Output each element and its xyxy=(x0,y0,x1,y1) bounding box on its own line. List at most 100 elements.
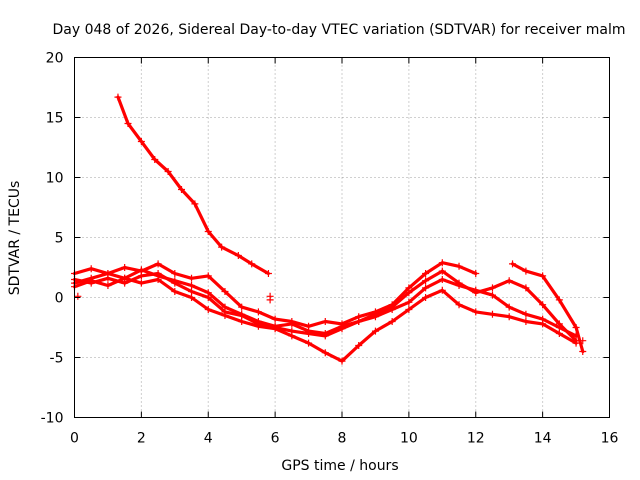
data-point xyxy=(171,288,179,295)
data-point xyxy=(455,301,463,309)
data-point xyxy=(438,267,446,275)
data-point xyxy=(455,279,463,287)
data-point xyxy=(124,120,132,127)
data-point xyxy=(221,303,229,311)
data-point xyxy=(509,260,517,268)
data-point xyxy=(305,339,313,347)
data-point xyxy=(488,291,496,299)
x-tick-label: 2 xyxy=(137,431,146,447)
isolated-point xyxy=(266,292,274,300)
data-point xyxy=(539,320,547,328)
data-point xyxy=(555,320,563,328)
data-point xyxy=(321,318,329,325)
data-point xyxy=(264,270,272,277)
data-point xyxy=(204,272,212,280)
y-axis-label: SDTVAR / TECUs xyxy=(7,181,23,296)
data-point xyxy=(204,306,212,313)
x-tick-label: 16 xyxy=(601,431,619,447)
data-point xyxy=(355,342,363,349)
data-point xyxy=(539,272,547,280)
data-point xyxy=(438,286,446,294)
data-point xyxy=(572,324,580,331)
series-track-a xyxy=(114,93,272,277)
data-point xyxy=(338,322,346,330)
data-point xyxy=(355,318,363,325)
axis-ticks xyxy=(74,57,610,418)
x-axis-label: GPS time / hours xyxy=(281,458,398,474)
chart-title: Day 048 of 2026, Sidereal Day-to-day VTE… xyxy=(53,22,626,38)
data-point xyxy=(188,282,196,289)
data-point xyxy=(422,270,430,277)
x-tick-labels: 0 2 4 6 8 10 12 14 16 xyxy=(70,431,618,447)
data-point xyxy=(472,289,480,297)
data-point xyxy=(137,138,145,145)
data-point xyxy=(171,277,179,285)
data-point xyxy=(121,274,129,282)
data-point xyxy=(422,277,430,285)
data-point xyxy=(288,332,296,340)
data-point xyxy=(234,252,242,259)
data-point xyxy=(254,318,262,325)
data-point xyxy=(522,318,530,325)
y-tick-label: 0 xyxy=(55,291,64,307)
data-point xyxy=(488,284,496,292)
data-point xyxy=(137,266,145,274)
data-point xyxy=(405,306,413,313)
data-point xyxy=(579,348,587,355)
data-point xyxy=(271,315,279,323)
y-tick-label: -5 xyxy=(50,351,64,367)
data-point xyxy=(522,284,530,292)
data-point xyxy=(539,301,547,309)
data-point xyxy=(218,243,226,251)
data-point xyxy=(104,282,112,289)
series-line xyxy=(116,95,270,276)
x-tick-label: 10 xyxy=(400,431,418,447)
data-point xyxy=(522,267,530,275)
data-point xyxy=(188,274,196,282)
y-tick-label: 20 xyxy=(46,51,64,67)
data-point xyxy=(321,330,329,337)
x-tick-label: 12 xyxy=(467,431,485,447)
data-point xyxy=(438,276,446,283)
data-point xyxy=(505,313,513,321)
data-point xyxy=(248,260,256,268)
marker-group xyxy=(74,292,587,345)
data-point xyxy=(388,303,396,311)
data-point xyxy=(164,168,172,175)
y-tick-label: 10 xyxy=(46,171,64,187)
data-point xyxy=(472,308,480,316)
grid xyxy=(74,57,610,418)
data-point xyxy=(288,320,296,328)
isolated-point xyxy=(74,292,82,300)
data-point xyxy=(114,93,122,101)
data-point xyxy=(422,294,430,301)
data-point xyxy=(137,272,145,280)
x-tick-label: 14 xyxy=(534,431,552,447)
data-point xyxy=(154,272,162,280)
data-point xyxy=(221,312,229,319)
data-point xyxy=(204,228,212,235)
data-point xyxy=(522,310,530,318)
data-point xyxy=(254,308,262,316)
series-track-e xyxy=(71,266,580,345)
data-point xyxy=(238,303,246,311)
y-tick-label: 5 xyxy=(55,231,64,247)
data-point xyxy=(555,296,563,304)
data-point xyxy=(455,262,463,270)
data-point xyxy=(221,288,229,295)
data-point xyxy=(204,289,212,297)
x-tick-label: 0 xyxy=(70,431,79,447)
data-point xyxy=(371,310,379,318)
data-point xyxy=(505,277,513,285)
data-point xyxy=(104,270,112,277)
y-tick-labels: -10 -5 0 5 10 15 20 xyxy=(41,51,64,427)
data-point xyxy=(271,322,279,330)
data-point xyxy=(405,298,413,306)
data-point xyxy=(238,318,246,325)
series-line xyxy=(510,262,585,354)
data-point xyxy=(154,260,162,268)
data-point xyxy=(555,330,563,337)
data-point xyxy=(371,327,379,335)
data-point xyxy=(87,274,95,282)
